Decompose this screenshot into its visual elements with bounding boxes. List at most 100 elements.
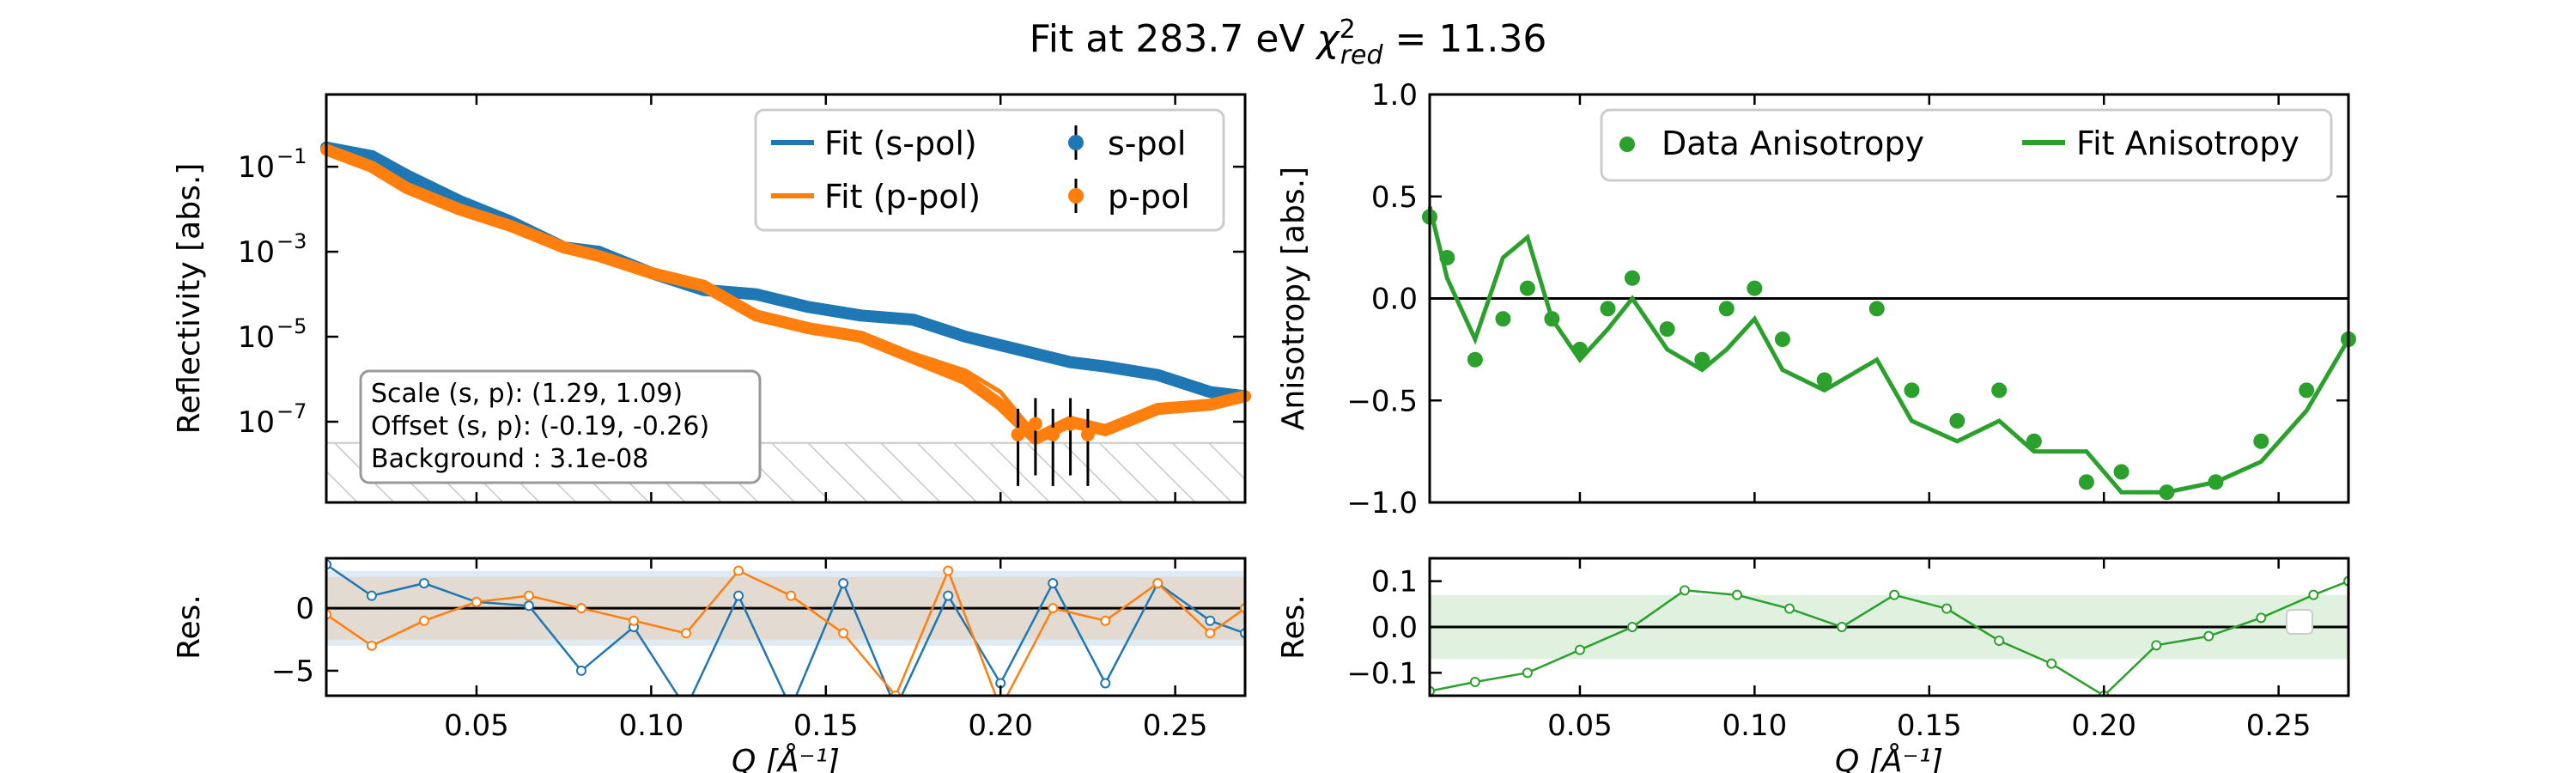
p-pol-point: [1011, 427, 1025, 441]
s-pol-residual-point: [838, 578, 849, 589]
aniso-data-point: [2113, 464, 2129, 480]
aniso-residual-point: [1626, 622, 1637, 632]
s-pol-residual-point: [366, 590, 377, 601]
aniso-data-point: [1571, 341, 1588, 357]
aniso-res-xtick-label: 0.20: [2071, 709, 2136, 743]
p-pol-residual-point: [471, 596, 482, 607]
reflectivity-residual-panel: 0 −5 0.05 0.10 0.15 0.20 0.25 Res. Q [Å⁻¹]: [172, 557, 1247, 773]
refl-ytick-exponent: −5: [276, 314, 307, 338]
p-pol-residual-point: [1100, 615, 1111, 626]
p-pol-residual-point: [838, 628, 849, 639]
legend-label-data: s-pol: [1108, 125, 1186, 162]
aniso-data-point: [1624, 270, 1640, 286]
aniso-data-point: [1467, 351, 1483, 368]
p-pol-residual-point: [1152, 578, 1163, 589]
empty-legend-box: [2286, 609, 2313, 635]
s-pol-residual-point: [575, 665, 586, 676]
aniso-residual-point: [1889, 589, 1900, 600]
s-pol-residual-point: [943, 590, 954, 601]
refl-res-axes-frame: [325, 557, 1247, 697]
p-pol-point: [1028, 417, 1042, 431]
annotation-scale: Scale (s, p): (1.29, 1.09): [371, 379, 683, 409]
fit-parameters-box: Scale (s, p): (1.29, 1.09) Offset (s, p)…: [359, 369, 762, 484]
aniso-residual-point: [1522, 667, 1533, 679]
refl-ytick-exponent: −3: [276, 229, 307, 253]
p-pol-residual-point: [943, 565, 954, 576]
s-pol-residual-point: [1048, 578, 1059, 589]
p-pol-point: [1046, 427, 1060, 441]
aniso-legend: Data Anisotropy Fit Anisotropy: [1600, 108, 2333, 182]
refl-res-plot-area: [326, 559, 1245, 696]
refl-ytick-label: 10: [238, 150, 275, 185]
refl-res-xlabel: Q [Å⁻¹]: [732, 742, 840, 773]
refl-ytick-exponent: −7: [276, 399, 307, 423]
aniso-data-point: [1439, 250, 1455, 265]
aniso-residual-point: [1941, 603, 1953, 614]
aniso-data-point: [1659, 321, 1675, 338]
aniso-data-point: [1904, 382, 1920, 399]
aniso-residual-point: [1837, 622, 1848, 632]
refl-res-ylabel: Res.: [172, 594, 207, 660]
refl-ytick-exponent: −1: [276, 144, 307, 168]
p-pol-residual-point: [366, 640, 377, 651]
aniso-data-point: [2159, 484, 2175, 501]
aniso-data-point: [2078, 474, 2094, 490]
aniso-res-xlabel: Q [Å⁻¹]: [1835, 742, 1943, 773]
refl-res-ytick-label: −5: [271, 654, 314, 689]
legend-label-data-anisotropy: Data Anisotropy: [1662, 125, 1924, 162]
aniso-ytick-label: −1.0: [1346, 486, 1418, 520]
annotation-offset: Offset (s, p): (-0.19, -0.26): [371, 411, 709, 441]
aniso-ytick-label: −0.5: [1346, 384, 1418, 418]
refl-ylabel: Reflectivity [abs.]: [172, 163, 207, 435]
aniso-data-point: [1544, 311, 1560, 327]
p-pol-residual-point: [1048, 603, 1059, 614]
anisotropy-panel: 1.0 0.5 0.0 −0.5 −1.0 Anisotropy [abs.] Data A…: [1276, 78, 2356, 520]
aniso-res-xtick-label: 0.05: [1547, 709, 1613, 743]
aniso-data-point: [1600, 301, 1616, 317]
s-pol-residual-point: [523, 600, 534, 612]
aniso-residual-point: [1679, 585, 1690, 596]
refl-ytick-label: 10: [238, 235, 275, 270]
aniso-residual-point: [2308, 589, 2319, 600]
aniso-data-point: [1774, 332, 1790, 347]
anisotropy-residual-panel: 0.1 0.0 −0.1 0.05 0.10 0.15 0.20 0.25 Res. Q [Å⁻¹…: [1276, 557, 2350, 773]
legend-point-swatch: [1068, 135, 1084, 150]
p-pol-fit-line: [325, 145, 1246, 437]
p-pol-residual-point: [418, 615, 429, 626]
aniso-residual-point: [2203, 630, 2215, 642]
aniso-residual-point: [2256, 612, 2267, 624]
refl-res-xtick-label: 0.15: [793, 709, 859, 743]
aniso-residual-point: [1732, 589, 1743, 600]
aniso-residual-point: [1574, 644, 1585, 655]
aniso-data-point: [1718, 301, 1735, 317]
p-pol-residual-point: [575, 603, 586, 614]
aniso-res-ytick-label: 0.1: [1371, 565, 1418, 600]
aniso-fit-line: [1427, 206, 2351, 495]
legend-label-fit-anisotropy: Fit Anisotropy: [2076, 125, 2300, 162]
aniso-data-point: [2299, 382, 2315, 399]
s-pol-residual-point: [418, 578, 429, 589]
aniso-residual-point: [1469, 677, 1480, 687]
refl-ytick-label: 10: [238, 405, 275, 440]
aniso-data-point: [1991, 382, 2008, 399]
p-pol-point: [1080, 427, 1095, 441]
legend-label-data: p-pol: [1108, 178, 1190, 216]
s-pol-residual-point: [1100, 678, 1111, 689]
aniso-data-point: [1519, 280, 1535, 296]
aniso-data-point: [1747, 280, 1763, 296]
aniso-res-ylabel: Res.: [1276, 594, 1311, 660]
aniso-res-plot-area: [1430, 575, 2348, 696]
aniso-data-point: [1816, 372, 1832, 388]
p-pol-residual-point: [786, 590, 797, 601]
aniso-ytick-label: 1.0: [1371, 78, 1418, 113]
aniso-residual-point: [2151, 640, 2162, 651]
p-pol-point: [1063, 417, 1078, 431]
aniso-data-point: [2026, 433, 2042, 449]
aniso-data-point: [1495, 311, 1511, 327]
p-pol-residual-point: [733, 565, 744, 576]
aniso-data-point: [2253, 433, 2269, 449]
aniso-ytick-label: 0.0: [1371, 283, 1418, 317]
refl-legend-box: [754, 108, 1225, 232]
